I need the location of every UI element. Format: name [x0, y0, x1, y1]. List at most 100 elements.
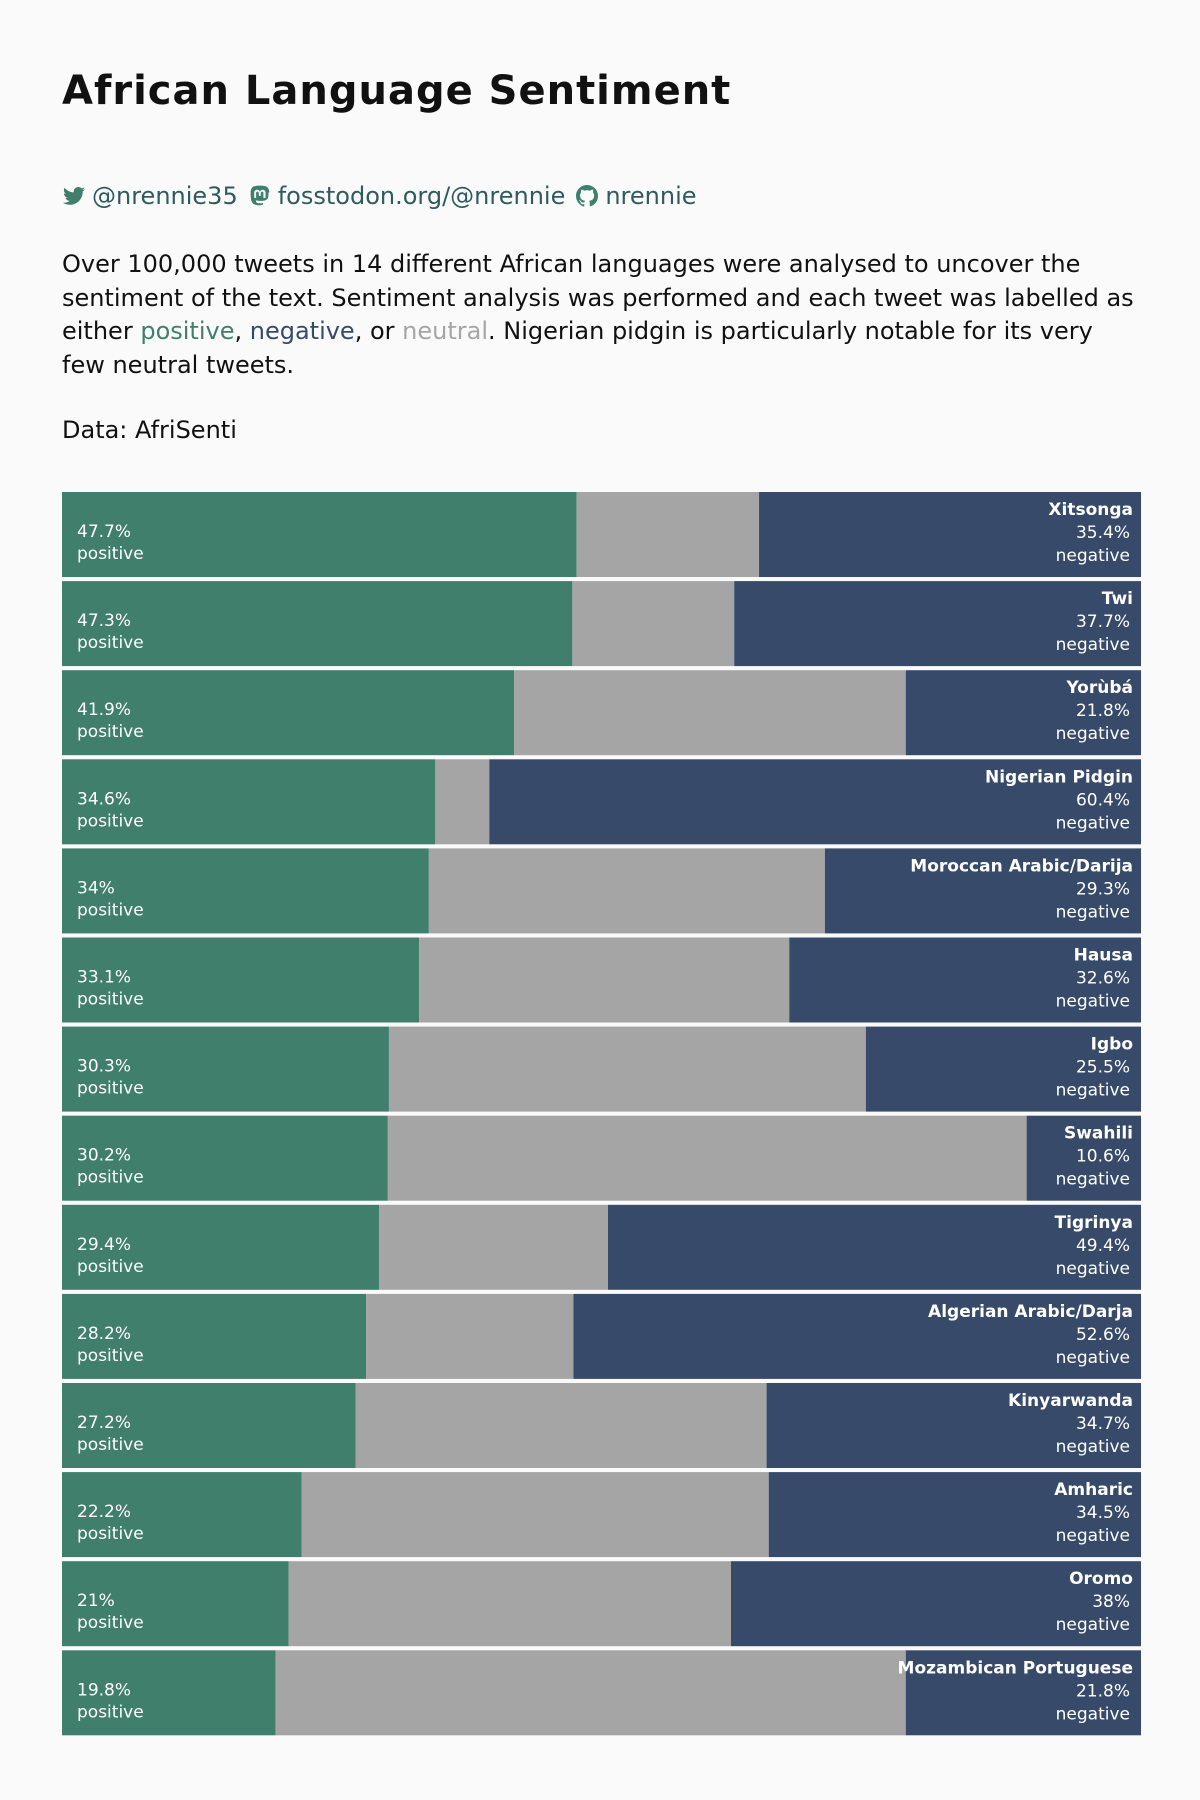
mastodon-icon — [250, 185, 270, 206]
neutral-bar — [388, 1026, 866, 1112]
positive-category-label: positive — [77, 1079, 144, 1099]
negative-category-label: negative — [1056, 1348, 1130, 1368]
negative-category-label: negative — [1056, 1259, 1130, 1279]
positive-percent-label: 22.2% — [77, 1502, 131, 1522]
negative-bar — [607, 1204, 1141, 1290]
positive-category-label: positive — [77, 1435, 144, 1455]
neutral-bar — [275, 1650, 906, 1736]
positive-category-label: positive — [77, 1346, 144, 1366]
negative-category-label: negative — [1056, 813, 1130, 833]
description-text-2: . Nigerian pidgin is particularly notabl… — [62, 317, 1093, 379]
language-label: Kinyarwanda — [1008, 1391, 1133, 1411]
neutral-bar — [387, 1115, 1027, 1201]
positive-bar — [62, 1472, 302, 1558]
positive-percent-label: 34.6% — [77, 789, 131, 809]
positive-bar — [62, 1561, 289, 1647]
positive-bar — [62, 1383, 356, 1468]
negative-percent-label: 25.5% — [1076, 1058, 1130, 1078]
negative-percent-label: 21.8% — [1076, 701, 1130, 721]
language-label: Amharic — [1054, 1480, 1133, 1500]
positive-bar — [62, 1115, 388, 1201]
mastodon-handle[interactable]: fosstodon.org/@nrennie — [277, 182, 566, 210]
positive-keyword: positive — [140, 317, 235, 345]
neutral-bar — [419, 937, 790, 1023]
negative-bar — [489, 759, 1141, 845]
language-label: Algerian Arabic/Darja — [928, 1302, 1133, 1322]
language-label: Moroccan Arabic/Darija — [910, 856, 1133, 876]
negative-bar — [789, 937, 1141, 1023]
language-label: Xitsonga — [1048, 500, 1133, 520]
positive-bar — [62, 759, 436, 845]
positive-category-label: positive — [77, 722, 144, 742]
twitter-handle[interactable]: @nrennie35 — [92, 182, 238, 210]
negative-bar — [865, 1026, 1141, 1112]
positive-bar — [62, 581, 573, 667]
language-label: Hausa — [1074, 946, 1133, 966]
positive-category-label: positive — [77, 633, 144, 653]
neutral-bar — [379, 1204, 608, 1290]
negative-category-label: negative — [1056, 635, 1130, 655]
negative-bar — [730, 1561, 1141, 1647]
positive-percent-label: 47.7% — [77, 522, 131, 542]
positive-category-label: positive — [77, 1524, 144, 1544]
negative-percent-label: 34.5% — [1076, 1503, 1130, 1523]
negative-bar — [824, 848, 1141, 934]
page-title: African Language Sentiment — [62, 68, 732, 114]
neutral-bar — [428, 848, 825, 934]
negative-category-label: negative — [1056, 1704, 1130, 1724]
data-source: Data: AfriSenti — [62, 416, 237, 444]
language-label: Tigrinya — [1055, 1213, 1133, 1233]
language-label: Oromo — [1069, 1569, 1133, 1589]
social-links: @nrennie35 fosstodon.org/@nrennie nrenni… — [62, 182, 697, 210]
twitter-icon — [63, 187, 85, 205]
negative-category-label: negative — [1056, 1437, 1130, 1457]
github-handle[interactable]: nrennie — [605, 182, 697, 210]
description-separator-1: , — [234, 317, 250, 345]
neutral-bar — [355, 1383, 767, 1468]
negative-percent-label: 21.8% — [1076, 1681, 1130, 1701]
negative-bar — [734, 581, 1141, 667]
negative-percent-label: 10.6% — [1076, 1147, 1130, 1167]
positive-bar — [62, 670, 515, 756]
description: Over 100,000 tweets in 14 different Afri… — [62, 248, 1142, 382]
description-separator-2: , or — [354, 317, 403, 345]
neutral-bar — [288, 1561, 731, 1647]
positive-percent-label: 30.3% — [77, 1057, 131, 1077]
positive-category-label: positive — [77, 544, 144, 564]
positive-bar — [62, 937, 420, 1023]
negative-percent-label: 32.6% — [1076, 969, 1130, 989]
negative-category-label: negative — [1056, 1081, 1130, 1101]
negative-bar — [905, 670, 1141, 756]
negative-bar — [768, 1472, 1141, 1558]
positive-percent-label: 21% — [77, 1591, 115, 1611]
positive-percent-label: 33.1% — [77, 968, 131, 988]
negative-percent-label: 60.4% — [1076, 790, 1130, 810]
positive-percent-label: 29.4% — [77, 1235, 131, 1255]
language-label: Nigerian Pidgin — [985, 767, 1133, 787]
negative-category-label: negative — [1056, 992, 1130, 1012]
negative-category-label: negative — [1056, 1170, 1130, 1190]
language-label: Twi — [1102, 589, 1133, 609]
negative-category-label: negative — [1056, 546, 1130, 566]
positive-percent-label: 47.3% — [77, 611, 131, 631]
positive-bar — [62, 1204, 380, 1290]
positive-bar — [62, 1650, 276, 1736]
negative-percent-label: 34.7% — [1076, 1414, 1130, 1434]
negative-percent-label: 52.6% — [1076, 1325, 1130, 1345]
neutral-bar — [435, 759, 490, 845]
github-icon — [576, 185, 599, 207]
positive-category-label: positive — [77, 1257, 144, 1277]
description-text-1: Over 100,000 tweets in 14 different Afri… — [62, 250, 1134, 345]
positive-bar — [62, 1026, 389, 1112]
positive-category-label: positive — [77, 811, 144, 831]
neutral-bar — [576, 492, 760, 577]
neutral-bar — [366, 1293, 574, 1379]
negative-percent-label: 38% — [1092, 1592, 1130, 1612]
positive-percent-label: 27.2% — [77, 1413, 131, 1433]
negative-category-label: negative — [1056, 1526, 1130, 1546]
positive-percent-label: 34% — [77, 878, 115, 898]
language-label: Mozambican Portuguese — [898, 1658, 1133, 1678]
negative-percent-label: 29.3% — [1076, 879, 1130, 899]
positive-category-label: positive — [77, 1702, 144, 1722]
